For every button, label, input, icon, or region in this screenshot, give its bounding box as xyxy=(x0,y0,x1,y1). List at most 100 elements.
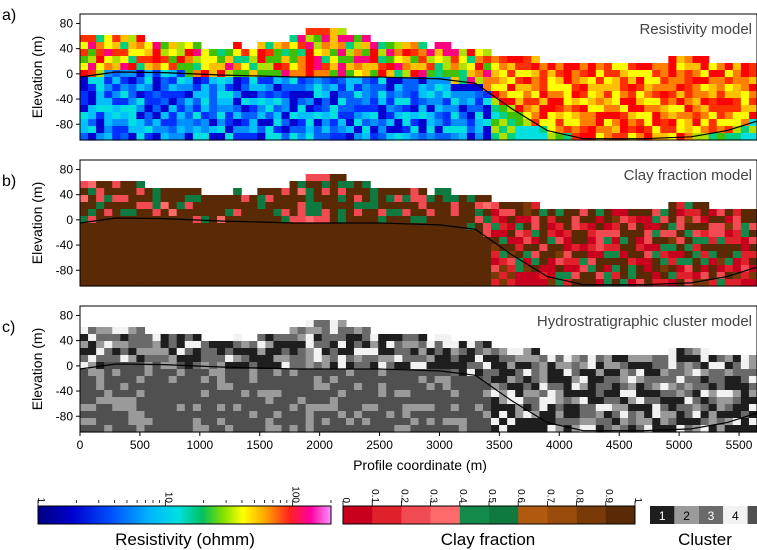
model-cell xyxy=(619,279,629,287)
model-cell xyxy=(80,362,89,370)
model-cell xyxy=(200,84,210,92)
model-cell xyxy=(313,112,323,120)
model-cell xyxy=(128,418,138,426)
model-cell xyxy=(628,279,637,287)
model-cell xyxy=(434,341,444,349)
model-cell xyxy=(176,383,186,391)
model-cell xyxy=(499,251,508,259)
model-cell xyxy=(362,355,371,363)
model-cell xyxy=(603,369,613,377)
model-cell xyxy=(700,265,710,273)
model-cell xyxy=(233,77,242,85)
model-cell xyxy=(442,258,452,266)
model-cell xyxy=(378,98,387,106)
model-cell xyxy=(523,133,532,141)
model-cell xyxy=(636,237,645,245)
model-cell xyxy=(660,84,669,92)
model-cell xyxy=(80,77,89,85)
model-cell xyxy=(217,369,226,377)
model-cell xyxy=(434,49,444,57)
model-cell xyxy=(176,230,186,238)
model-cell xyxy=(192,84,202,92)
model-cell xyxy=(225,230,234,238)
model-cell xyxy=(313,70,323,78)
model-cell xyxy=(104,237,113,245)
model-cell xyxy=(136,334,146,342)
model-cell xyxy=(192,425,202,433)
model-cell xyxy=(192,348,202,356)
model-cell xyxy=(547,397,557,405)
model-cell xyxy=(579,230,589,238)
model-cell xyxy=(96,49,105,57)
model-cell xyxy=(305,98,315,106)
model-cell xyxy=(160,237,170,245)
model-cell xyxy=(200,105,210,113)
model-cell xyxy=(305,348,315,356)
model-cell xyxy=(507,126,516,134)
model-cell xyxy=(434,42,444,50)
model-cell xyxy=(128,98,138,106)
model-cell xyxy=(458,383,468,391)
model-cell xyxy=(273,216,283,224)
model-cell xyxy=(603,223,613,231)
model-cell xyxy=(619,404,629,412)
model-cell xyxy=(740,91,750,99)
model-cell xyxy=(337,91,347,99)
model-cell xyxy=(466,418,476,426)
model-cell xyxy=(321,98,331,106)
model-cell xyxy=(482,195,492,203)
model-cell xyxy=(176,341,186,349)
model-cell xyxy=(378,279,387,287)
model-cell xyxy=(539,119,549,127)
model-cell xyxy=(297,418,307,426)
model-cell xyxy=(128,112,138,120)
model-cell xyxy=(426,425,436,433)
model-cell xyxy=(652,209,661,217)
model-cell xyxy=(595,425,605,433)
model-cell xyxy=(692,418,702,426)
clay-colorbar: 0 0.1 0.2 0.3 0.4 0.5 0.6 0.7 0.8 0.9 1 Clay fract… xyxy=(340,489,643,549)
model-cell xyxy=(345,63,355,71)
model-cell xyxy=(595,258,605,266)
model-cell xyxy=(426,383,436,391)
model-cell xyxy=(579,126,589,134)
model-cell xyxy=(603,119,613,127)
model-cell xyxy=(539,84,549,92)
model-cell xyxy=(136,35,146,43)
panel-title: Hydrostratigraphic cluster model xyxy=(537,313,752,330)
model-cell xyxy=(80,334,89,342)
model-cell xyxy=(233,404,242,412)
model-cell xyxy=(289,112,299,120)
model-cell xyxy=(120,223,129,231)
model-cell xyxy=(370,202,379,210)
model-cell xyxy=(466,397,476,405)
model-cell xyxy=(144,404,154,412)
model-cell xyxy=(499,112,508,120)
model-cell xyxy=(313,418,323,426)
model-cell xyxy=(668,70,678,78)
model-cell xyxy=(128,334,138,342)
model-cell xyxy=(329,181,339,189)
model-cell xyxy=(547,77,557,85)
model-cell xyxy=(611,237,621,245)
model-cell xyxy=(362,70,371,78)
model-cell xyxy=(628,237,637,245)
model-cell xyxy=(466,355,476,363)
model-cell xyxy=(321,404,331,412)
model-cell xyxy=(442,70,452,78)
model-cell xyxy=(563,216,573,224)
model-cell xyxy=(499,348,508,356)
model-cell xyxy=(748,425,757,433)
model-cell xyxy=(192,411,202,419)
model-cell xyxy=(321,112,331,120)
model-cell xyxy=(257,376,266,384)
model-cell xyxy=(128,77,138,85)
model-cell xyxy=(378,77,387,85)
model-cell xyxy=(217,397,226,405)
model-cell xyxy=(370,133,379,141)
model-cell xyxy=(668,258,678,266)
model-cell xyxy=(144,223,154,231)
model-cell xyxy=(482,383,492,391)
model-cell xyxy=(531,70,540,78)
model-cell xyxy=(426,98,436,106)
